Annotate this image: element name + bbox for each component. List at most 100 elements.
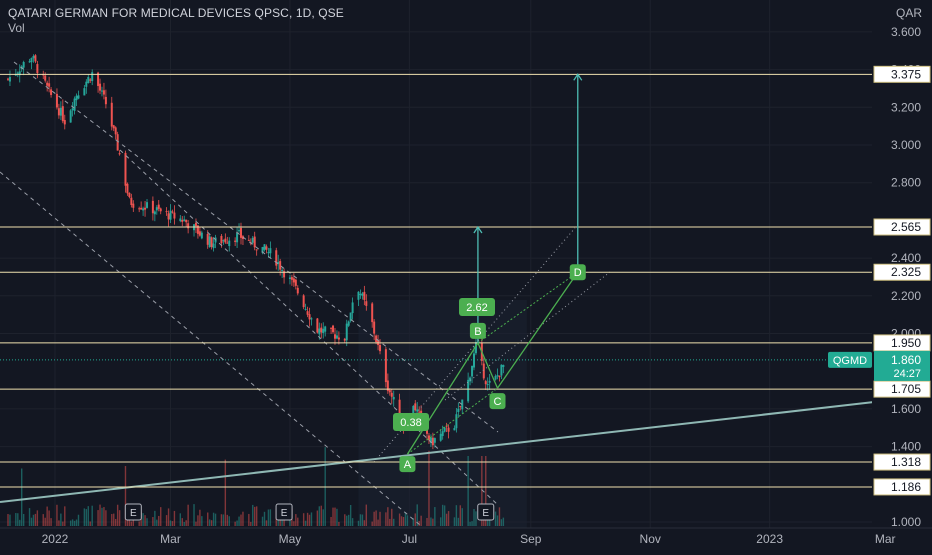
earnings-marker-badge[interactable]: [477, 503, 495, 521]
volume-bar: [77, 514, 80, 526]
candle-body: [494, 375, 497, 380]
volume-bar: [320, 505, 322, 526]
volume-bar: [308, 514, 311, 526]
candle-body: [322, 328, 325, 334]
abcd-leg: [406, 342, 479, 455]
pattern-point-b-label[interactable]: B: [474, 326, 481, 338]
volume-bar: [201, 516, 203, 526]
candle-body: [447, 427, 450, 432]
volume-bar: [91, 505, 93, 526]
candle-body: [292, 278, 295, 283]
candle-body: [379, 345, 382, 352]
volume-bar: [15, 513, 17, 526]
volume-bar: [459, 505, 461, 526]
candle-body: [384, 349, 387, 383]
price-countdown: 24:27: [893, 368, 921, 380]
volume-bar: [297, 517, 299, 526]
volume-bar: [441, 504, 444, 526]
candle-body: [281, 270, 284, 272]
time-tick-label: 2022: [42, 532, 69, 546]
pattern-point-d-label[interactable]: D: [574, 267, 582, 279]
pattern-point-c-badge[interactable]: [489, 393, 506, 410]
candle-body: [73, 98, 76, 111]
pattern-point-d-badge[interactable]: [569, 264, 586, 281]
volume-bar: [160, 507, 162, 526]
volume-bar: [228, 516, 230, 526]
volume-bar: [118, 510, 121, 526]
candle-body: [333, 334, 336, 339]
volume-bar: [302, 513, 305, 526]
volume-bar: [400, 516, 403, 526]
volume-bar: [332, 507, 334, 526]
candle-body: [431, 437, 434, 446]
candle-body: [445, 425, 448, 427]
ratio-badge[interactable]: [393, 413, 429, 431]
volume-bar: [146, 518, 148, 526]
volume-bar: [412, 518, 415, 526]
earnings-marker-label: E: [281, 508, 288, 519]
volume-bar: [404, 512, 407, 526]
pattern-point-a-badge[interactable]: [399, 456, 416, 473]
earnings-marker-badge[interactable]: [124, 503, 142, 521]
abcd-ratio-link: [407, 387, 498, 455]
volume-bar: [334, 507, 336, 526]
candle-body: [32, 56, 35, 59]
candle-body: [85, 81, 88, 87]
volume-bar: [214, 513, 217, 526]
volume-bar: [28, 508, 31, 526]
candle-body: [89, 79, 92, 81]
candle-body: [71, 108, 74, 111]
volume-bar: [338, 521, 340, 526]
time-tick-label: May: [279, 532, 302, 546]
pattern-point-a-label[interactable]: A: [404, 459, 412, 471]
candle-body: [502, 365, 505, 367]
volume-bar: [416, 504, 418, 526]
volume-bar: [279, 515, 281, 526]
candle-body: [155, 207, 158, 211]
volume-bar: [248, 513, 250, 526]
candle-body: [375, 335, 378, 342]
volume-bar: [173, 510, 176, 526]
candle-body: [294, 279, 297, 286]
candle-body: [173, 212, 176, 219]
volume-bar: [306, 512, 309, 526]
volume-bar: [208, 519, 211, 526]
level-price-label: 1.950: [891, 336, 921, 350]
symbol-badge[interactable]: [828, 351, 872, 368]
time-tick-label: Jul: [402, 532, 417, 546]
candle-body: [28, 61, 31, 63]
volume-bar: [467, 456, 469, 526]
volume-bar: [9, 514, 11, 526]
volume-bar: [304, 520, 307, 526]
candle-body: [349, 312, 352, 321]
ratio-badge[interactable]: [459, 298, 495, 316]
candle-body: [255, 249, 258, 251]
volume-bar: [250, 521, 252, 526]
candle-body: [83, 88, 86, 96]
volume-bar: [116, 504, 119, 526]
candle-body: [222, 240, 225, 242]
volume-bar: [130, 521, 133, 526]
candle-body: [144, 207, 147, 210]
candle-body: [157, 204, 160, 209]
candle-body: [414, 403, 417, 411]
earnings-marker-badge[interactable]: [275, 503, 293, 521]
abcd-leg: [477, 342, 499, 389]
candle-body: [100, 90, 103, 92]
analysis-zone-shade: [358, 300, 527, 528]
pattern-point-b-badge[interactable]: [469, 322, 486, 339]
candle-body: [332, 325, 335, 333]
volume-bar: [359, 514, 362, 526]
pattern-point-c-label[interactable]: C: [494, 396, 502, 408]
candle-body: [500, 364, 503, 376]
volume-bar: [154, 510, 156, 526]
candle-body: [308, 314, 311, 320]
volume-bar: [195, 521, 197, 526]
candle-body: [240, 227, 243, 238]
candle-body: [87, 76, 90, 84]
volume-bar: [42, 514, 44, 526]
volume-bar: [183, 521, 185, 526]
candle-body: [226, 242, 229, 244]
